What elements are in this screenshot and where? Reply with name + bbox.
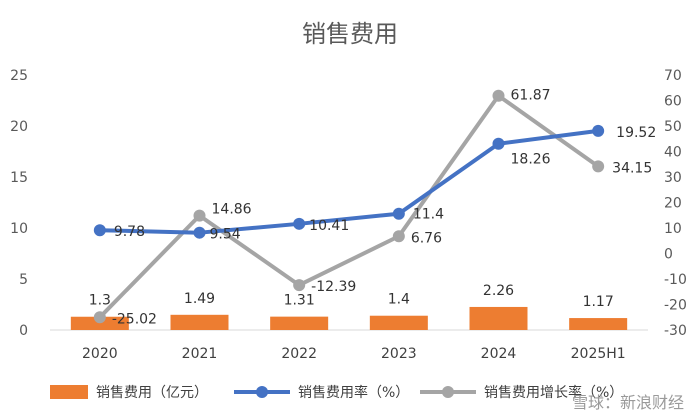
bar (569, 318, 628, 330)
expense-ratio-label: 9.54 (210, 227, 241, 243)
growth-rate-point (392, 230, 405, 243)
watermark: 雪球：新浪财经 (572, 393, 684, 412)
growth-rate-label: 34.15 (612, 160, 652, 176)
legend-label: 销售费用（亿元） (96, 385, 208, 401)
growth-rate-point (193, 209, 206, 222)
bar-data-label: 1.31 (284, 293, 315, 309)
y-right-tick-label: -20 (664, 298, 687, 314)
y-left-tick-label: 25 (10, 68, 28, 84)
expense-ratio-point (193, 226, 206, 239)
y-right-tick-label: 70 (664, 68, 682, 84)
expense-ratio-point (392, 207, 405, 220)
expense-ratio-point (293, 217, 306, 230)
growth-rate-label: -12.39 (311, 279, 356, 295)
legend-marker (442, 386, 454, 398)
y-left-tick-label: 15 (10, 170, 28, 186)
expense-ratio-point (592, 124, 605, 137)
y-right-tick-label: 60 (664, 94, 682, 110)
x-tick-label: 2024 (481, 346, 517, 362)
y-left-tick-label: 0 (19, 323, 28, 339)
bar (369, 315, 428, 330)
chart-title: 销售费用 (302, 20, 398, 48)
expense-ratio-label: 18.26 (511, 152, 551, 168)
legend-marker (256, 386, 268, 398)
expense-ratio-label: 11.4 (413, 207, 444, 223)
growth-rate-point (93, 311, 106, 324)
legend-label: 销售费用增长率（%） (484, 384, 623, 401)
bar (70, 316, 129, 330)
x-tick-label: 2020 (82, 346, 118, 362)
growth-rate-label: -25.02 (112, 311, 157, 327)
legend-label: 销售费用率（%） (298, 384, 409, 401)
y-left-tick-label: 5 (19, 272, 28, 288)
bar-data-label: 1.3 (89, 293, 111, 309)
bar-data-label: 1.17 (583, 294, 614, 310)
x-tick-label: 2021 (182, 346, 218, 362)
x-tick-label: 2025H1 (571, 346, 626, 362)
bar-data-label: 1.4 (388, 292, 410, 308)
bar-data-label: 2.26 (483, 283, 514, 299)
expense-ratio-point (492, 137, 505, 150)
y-right-axis: -30 -20 -10 0 10 20 30 40 50 60 70 (664, 68, 687, 339)
expense-ratio-label: 9.78 (114, 224, 145, 240)
bar (469, 306, 528, 330)
y-left-tick-label: 20 (10, 119, 28, 135)
growth-rate-label: 6.76 (411, 230, 442, 246)
bar (170, 314, 229, 330)
y-right-tick-label: -10 (664, 272, 687, 288)
growth-rate-point (293, 279, 306, 292)
y-right-tick-label: 40 (664, 145, 682, 161)
y-right-tick-label: -30 (664, 323, 687, 339)
x-tick-label: 2022 (281, 346, 317, 362)
bar-series (70, 306, 628, 330)
legend: 销售费用（亿元） 销售费用率（%） 销售费用增长率（%） (50, 384, 623, 401)
expense-ratio-line (99, 128, 599, 235)
growth-rate-label: 14.86 (212, 202, 252, 218)
x-axis: 2020 2021 2022 2023 2024 2025H1 (82, 346, 626, 362)
data-labels: 1.3 1.49 1.31 1.4 2.26 1.17 -25.02 14.86 -12.39 6… (89, 88, 657, 328)
bar (270, 316, 329, 330)
y-right-tick-label: 20 (664, 196, 682, 212)
y-left-axis: 0 5 10 15 20 25 (10, 68, 28, 339)
growth-rate-point (492, 89, 505, 102)
growth-rate-point (592, 160, 605, 173)
y-right-tick-label: 30 (664, 170, 682, 186)
y-right-tick-label: 10 (664, 221, 682, 237)
expense-ratio-point (93, 224, 106, 237)
growth-rate-label: 61.87 (511, 88, 551, 104)
y-right-tick-label: 0 (664, 247, 673, 263)
expense-ratio-label: 19.52 (616, 125, 656, 141)
bar-data-label: 1.49 (184, 291, 215, 307)
y-left-tick-label: 10 (10, 221, 28, 237)
y-right-tick-label: 50 (664, 119, 682, 135)
line-series (93, 89, 605, 324)
expense-ratio-label: 10.41 (309, 218, 349, 234)
legend-bar-swatch (50, 385, 88, 399)
x-tick-label: 2023 (381, 346, 417, 362)
